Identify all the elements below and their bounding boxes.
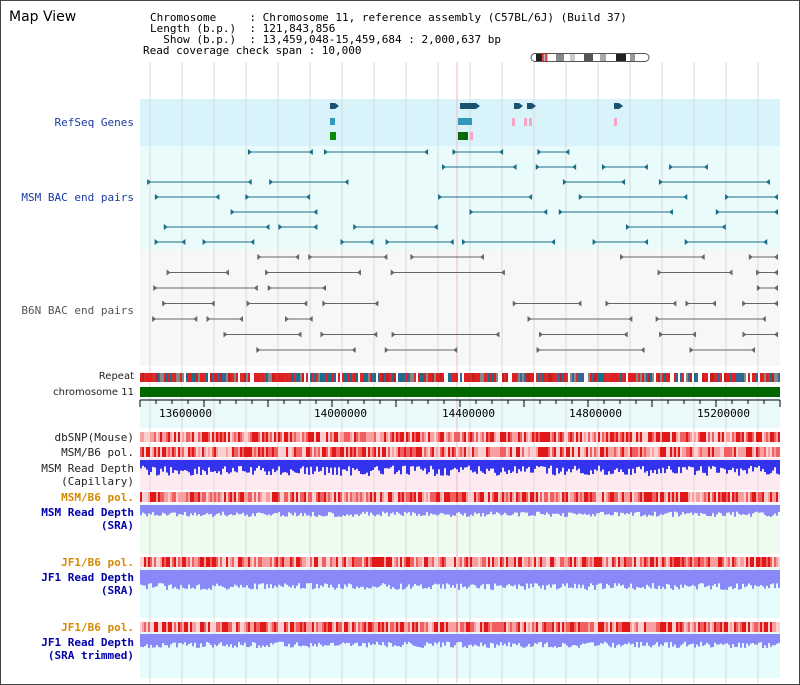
info-show-range: Show (b.p.) : 13,459,048-15,459,684 : 2,… — [150, 33, 501, 46]
jf1-b6-pol-trim-heat-strip — [140, 622, 780, 632]
chromosome-ideogram[interactable] — [530, 53, 650, 62]
msm-b6-pol-sra-heat-strip — [140, 492, 780, 502]
msm-depth-capillary-bars — [140, 460, 780, 476]
axis-tick-label: 13600000 — [159, 407, 212, 420]
refseq-gene-features — [330, 103, 623, 140]
track-label-jf1-depth-trim[interactable]: JF1 Read Depth — [41, 636, 134, 649]
track-label-jf1-b6-pol-trim[interactable]: JF1/B6 pol. — [61, 621, 134, 634]
position-axis — [139, 399, 781, 407]
track-label-repeat: Repeat — [98, 371, 134, 382]
axis-tick-label: 15200000 — [697, 407, 750, 420]
track-label-msm-depth-capillary-sub: (Capillary) — [61, 475, 134, 488]
jf1-b6-pol-heat-strip — [140, 557, 780, 567]
track-label-msm-depth-sra-sub: (SRA) — [100, 519, 134, 532]
track-label-msm-depth-capillary[interactable]: MSM Read Depth — [41, 462, 134, 475]
track-label-msm-bac[interactable]: MSM BAC end pairs — [21, 191, 134, 204]
jf1-depth-trim-bars — [140, 634, 780, 648]
axis-tick-label: 14800000 — [569, 407, 622, 420]
assembly-info: Chromosome : Chromosome 11, reference as… — [143, 11, 627, 56]
track-label-dbsnp[interactable]: dbSNP(Mouse) — [54, 431, 134, 444]
axis-tick-label: 14000000 — [314, 407, 367, 420]
dbsnp-heat-strip — [140, 432, 780, 442]
msm-b6-pol-heat-strip — [140, 447, 780, 457]
b6n-bac-pairs — [152, 254, 778, 353]
jf1-depth-sra-bars — [140, 570, 780, 590]
track-label-msm-depth-sra[interactable]: MSM Read Depth — [41, 506, 134, 519]
repeat-track — [140, 373, 780, 382]
track-label-jf1-depth-sra-sub: (SRA) — [100, 584, 134, 597]
track-label-jf1-b6-pol[interactable]: JF1/B6 pol. — [61, 556, 134, 569]
track-label-b6n-bac[interactable]: B6N BAC end pairs — [21, 304, 134, 317]
chromosome-bar — [140, 387, 780, 397]
msm-bac-pairs — [147, 149, 778, 245]
track-label-msm-b6-pol[interactable]: MSM/B6 pol. — [61, 446, 134, 459]
axis-tick-label: 14400000 — [442, 407, 495, 420]
msm-depth-sra-bars — [140, 505, 780, 517]
track-label-refseq[interactable]: RefSeq Genes — [54, 116, 134, 129]
page-title: Map View — [9, 9, 77, 25]
info-length: Length (b.p.) : 121,843,856 — [150, 22, 336, 35]
track-label-jf1-depth-trim-sub: (SRA trimmed) — [47, 649, 134, 662]
b6n-bac-track-bg — [140, 249, 780, 366]
info-coverage-span: Read coverage check span : 10,000 — [143, 44, 362, 57]
track-label-msm-b6-pol-sra[interactable]: MSM/B6 pol. — [61, 491, 134, 504]
track-label-jf1-depth-sra[interactable]: JF1 Read Depth — [41, 571, 134, 584]
info-chromosome: Chromosome : Chromosome 11, reference as… — [150, 11, 627, 24]
track-label-chromosome: chromosome 11 — [53, 387, 134, 398]
